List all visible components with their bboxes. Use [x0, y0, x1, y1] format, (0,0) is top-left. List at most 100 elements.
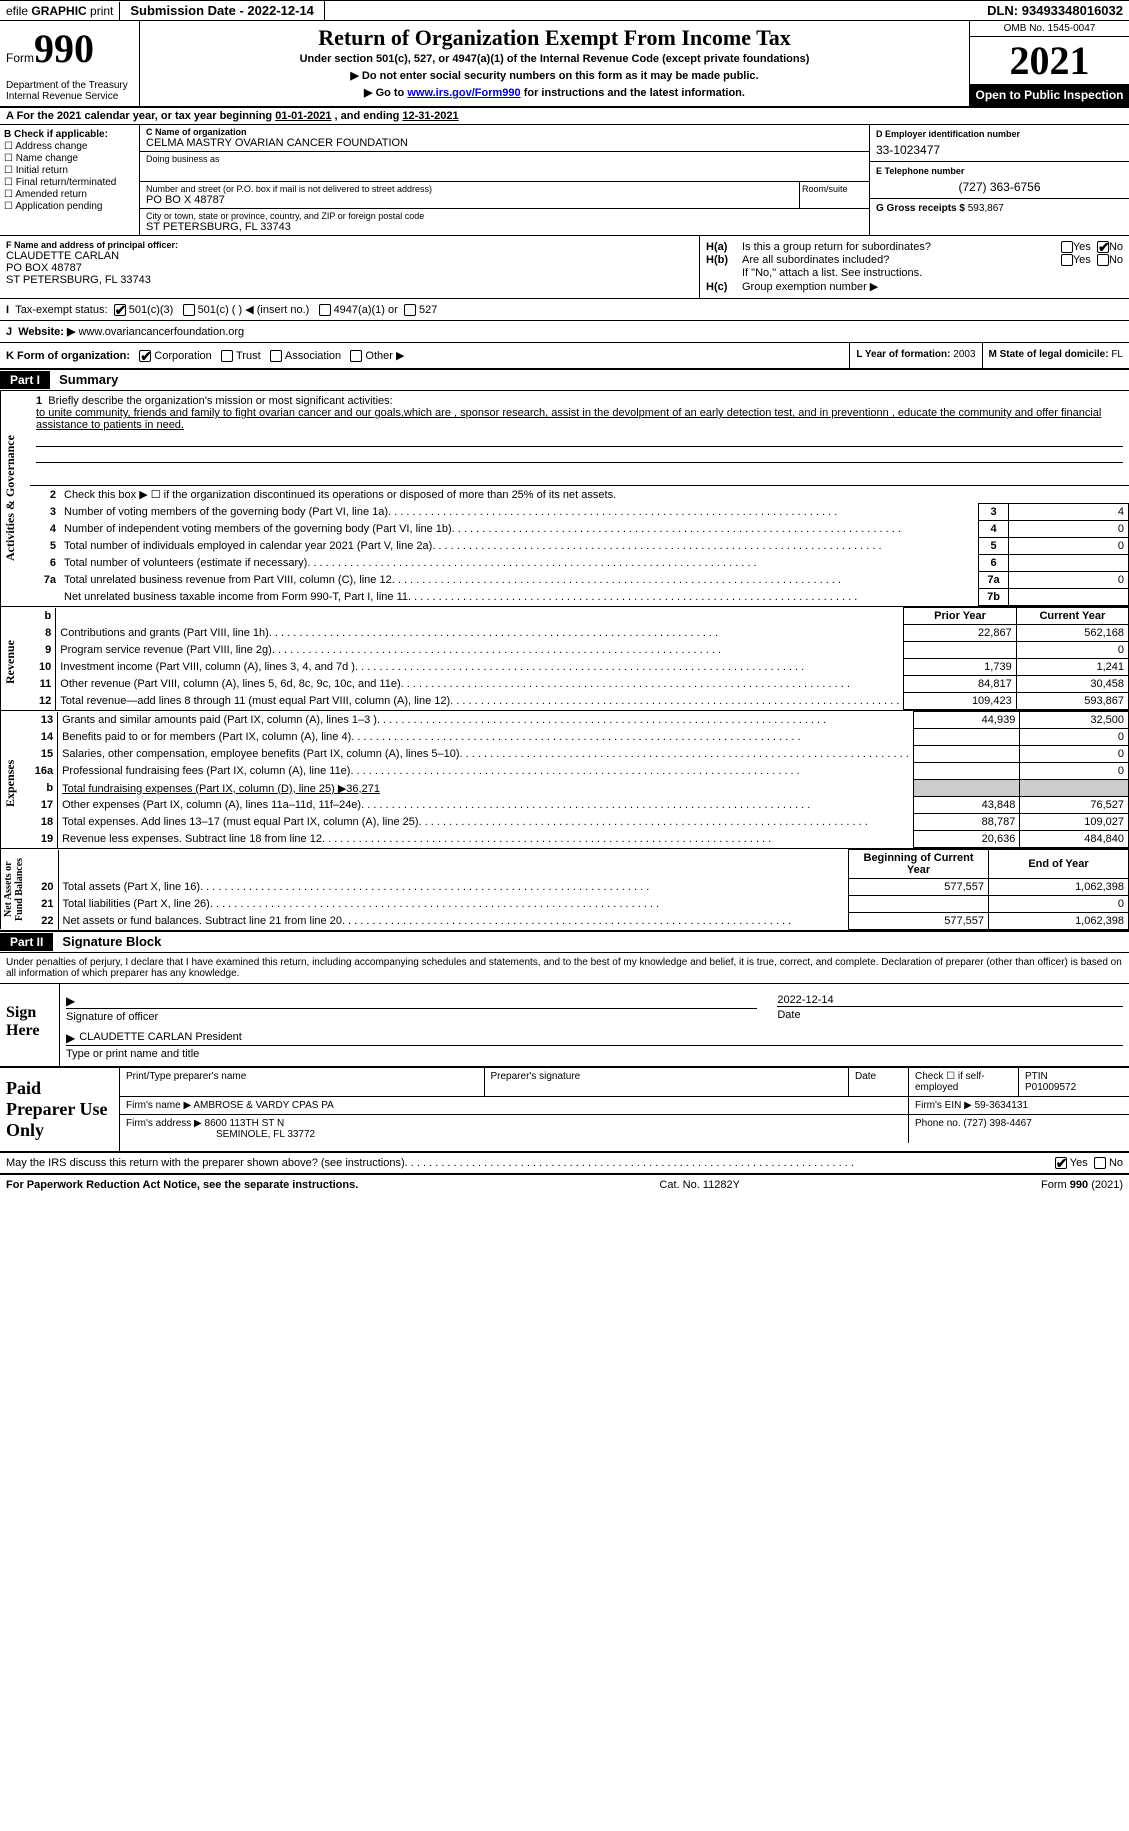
gross-receipts-box: G Gross receipts $ 593,867	[870, 199, 1129, 218]
discuss-no[interactable]	[1094, 1157, 1106, 1169]
phone-box: E Telephone number (727) 363-6756	[870, 162, 1129, 199]
website-row: J Website: ▶ www.ovariancancerfoundation…	[0, 321, 1129, 343]
chk-527[interactable]	[404, 304, 416, 316]
activities-label: Activities & Governance	[0, 391, 20, 606]
officer-signature-line[interactable]: ▶	[66, 994, 757, 1009]
ha-no[interactable]	[1097, 241, 1109, 253]
chk-assoc[interactable]	[270, 350, 282, 362]
hb-no[interactable]	[1097, 254, 1109, 266]
sig-date-line: 2022-12-14	[777, 994, 1123, 1007]
street-box: Number and street (or P.O. box if mail i…	[140, 182, 799, 209]
org-name-box: C Name of organization CELMA MASTRY OVAR…	[140, 125, 869, 152]
section-b: B Check if applicable: ☐ Address change …	[0, 125, 1129, 236]
org-info: C Name of organization CELMA MASTRY OVAR…	[140, 125, 869, 235]
prep-date-label: Date	[849, 1068, 909, 1096]
k-form-of-org: K Form of organization: Corporation Trus…	[0, 343, 849, 368]
check-self-employed[interactable]: Check ☐ if self-employed	[909, 1068, 1019, 1096]
c-label: C Name of organization	[146, 127, 863, 137]
phone-label: E Telephone number	[876, 166, 1123, 176]
submission-date: Submission Date - 2022-12-14	[120, 1, 325, 20]
chk-4947[interactable]	[319, 304, 331, 316]
paperwork-notice: For Paperwork Reduction Act Notice, see …	[6, 1179, 358, 1191]
mission-box: 1 Briefly describe the organization's mi…	[30, 391, 1129, 486]
tax-year: 2021	[970, 37, 1129, 84]
city-box: City or town, state or province, country…	[140, 209, 869, 235]
chk-amended-return[interactable]: ☐ Amended return	[4, 189, 135, 200]
state-domicile: M State of legal domicile: FL	[982, 343, 1129, 368]
declaration: Under penalties of perjury, I declare th…	[0, 953, 1129, 984]
hb-yes[interactable]	[1061, 254, 1073, 266]
city: ST PETERSBURG, FL 33743	[146, 221, 863, 233]
chk-501c[interactable]	[183, 304, 195, 316]
ha-yes[interactable]	[1061, 241, 1073, 253]
expenses-label: Expenses	[0, 711, 20, 856]
org-name: CELMA MASTRY OVARIAN CANCER FOUNDATION	[146, 137, 863, 149]
part2-header-row: Part II Signature Block	[0, 932, 1129, 953]
cat-no: Cat. No. 11282Y	[358, 1179, 1041, 1191]
chk-corp[interactable]	[139, 350, 151, 362]
revenue-label: Revenue	[0, 607, 20, 717]
prep-sig-label: Preparer's signature	[485, 1068, 850, 1096]
form-number-block: Form990 Department of the Treasury Inter…	[0, 21, 140, 106]
discuss-row: May the IRS discuss this return with the…	[0, 1153, 1129, 1174]
officer-addr1: PO BOX 48787	[6, 262, 693, 274]
website-url[interactable]: www.ovariancancerfoundation.org	[78, 326, 244, 338]
governance-table: 2Check this box ▶ ☐ if the organization …	[30, 486, 1129, 606]
open-to-public: Open to Public Inspection	[970, 84, 1129, 106]
ein-label: D Employer identification number	[876, 129, 1123, 139]
ein-block: D Employer identification number 33-1023…	[869, 125, 1129, 235]
signature-block: Under penalties of perjury, I declare th…	[0, 953, 1129, 1175]
form-title-block: Return of Organization Exempt From Incom…	[140, 21, 969, 106]
form-ref: Form 990 (2021)	[1041, 1179, 1123, 1191]
ein-box: D Employer identification number 33-1023…	[870, 125, 1129, 162]
firm-name: Firm's name ▶ AMBROSE & VARDY CPAS PA	[120, 1097, 909, 1114]
firm-phone: Phone no. (727) 398-4467	[909, 1115, 1129, 1143]
form-990: 990	[34, 26, 94, 71]
chk-address-change[interactable]: ☐ Address change	[4, 141, 135, 152]
officer-name-line: ▶CLAUDETTE CARLAN President	[66, 1031, 1123, 1046]
dln: DLN: 93493348016032	[981, 1, 1129, 20]
discuss-yes[interactable]	[1055, 1157, 1067, 1169]
chk-application-pending[interactable]: ☐ Application pending	[4, 201, 135, 212]
firm-addr: Firm's address ▶ 8600 113TH ST NSEMINOLE…	[120, 1115, 909, 1143]
chk-501c3[interactable]	[114, 304, 126, 316]
summary: Activities & Governance 1 Briefly descri…	[0, 391, 1129, 932]
principal-officer: F Name and address of principal officer:…	[0, 236, 699, 298]
firm-ein: Firm's EIN ▶ 59-3634131	[909, 1097, 1129, 1114]
netassets-table: Beginning of Current YearEnd of Year 20T…	[30, 849, 1129, 930]
ein: 33-1023477	[876, 143, 1123, 157]
ssn-note: ▶ Do not enter social security numbers o…	[144, 69, 965, 82]
tax-exempt-status: I Tax-exempt status: 501(c)(3) 501(c) ( …	[0, 299, 1129, 321]
addr-label: Number and street (or P.O. box if mail i…	[146, 184, 793, 194]
revenue-table: bPrior YearCurrent Year 8Contributions a…	[30, 607, 1129, 710]
suite-box: Room/suite	[799, 182, 869, 209]
chk-other[interactable]	[350, 350, 362, 362]
omb-block: OMB No. 1545-0047 2021 Open to Public In…	[969, 21, 1129, 106]
netassets-label: Net Assets or Fund Balances	[0, 849, 27, 929]
b-label: B Check if applicable:	[4, 129, 135, 140]
omb-number: OMB No. 1545-0047	[970, 21, 1129, 37]
city-label: City or town, state or province, country…	[146, 211, 863, 221]
chk-trust[interactable]	[221, 350, 233, 362]
chk-final-return[interactable]: ☐ Final return/terminated	[4, 177, 135, 188]
dba-box: Doing business as	[140, 152, 869, 182]
check-applicable: B Check if applicable: ☐ Address change …	[0, 125, 140, 235]
phone: (727) 363-6756	[876, 180, 1123, 194]
sign-here-label: Sign Here	[0, 984, 60, 1066]
topbar: efile GRAPHIC print Submission Date - 20…	[0, 0, 1129, 21]
mission-text: to unite community, friends and family t…	[36, 407, 1101, 431]
chk-name-change[interactable]: ☐ Name change	[4, 153, 135, 164]
h-block: H(a)Is this a group return for subordina…	[699, 236, 1129, 298]
irs-link[interactable]: www.irs.gov/Form990	[407, 87, 520, 99]
form-of-org-row: K Form of organization: Corporation Trus…	[0, 343, 1129, 370]
line-a: A For the 2021 calendar year, or tax yea…	[0, 108, 1129, 125]
prep-name-label: Print/Type preparer's name	[120, 1068, 485, 1096]
chk-initial-return[interactable]: ☐ Initial return	[4, 165, 135, 176]
street: PO BO X 48787	[146, 194, 793, 206]
paid-preparer-label: Paid Preparer Use Only	[0, 1068, 120, 1151]
gross-receipts: 593,867	[968, 203, 1004, 214]
expenses-table: 13Grants and similar amounts paid (Part …	[30, 711, 1129, 848]
year-formation: L Year of formation: 2003	[849, 343, 981, 368]
dept-treasury: Department of the Treasury Internal Reve…	[6, 80, 133, 102]
form-title: Return of Organization Exempt From Incom…	[144, 25, 965, 51]
